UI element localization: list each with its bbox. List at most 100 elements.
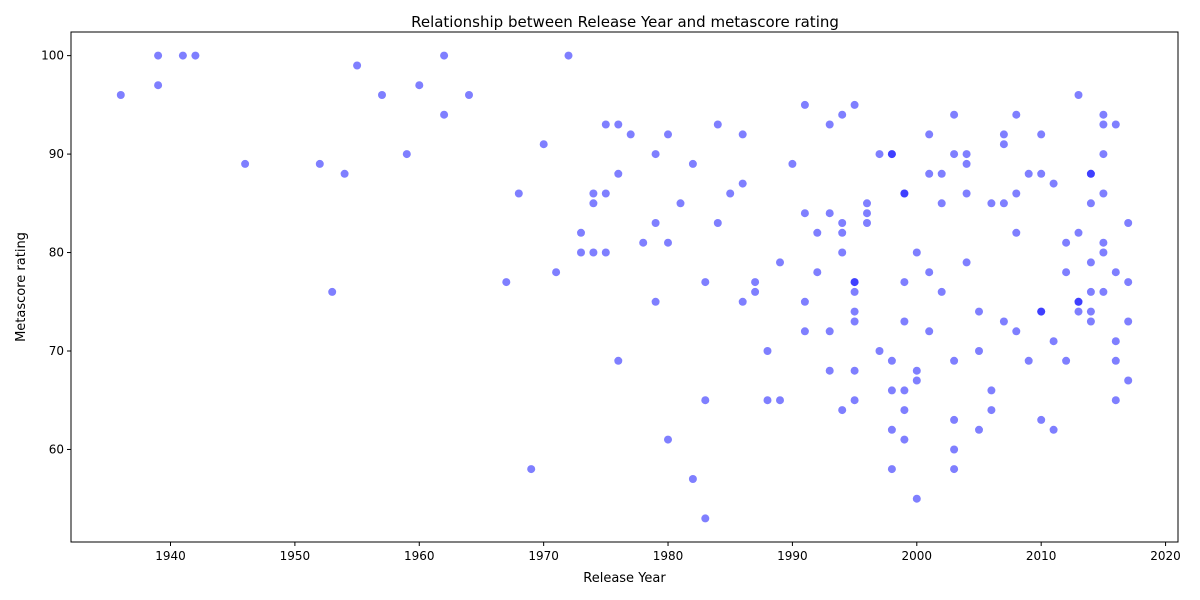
data-point <box>962 258 971 267</box>
data-point <box>1099 248 1108 257</box>
data-point <box>999 199 1008 208</box>
data-point <box>402 150 411 159</box>
data-point <box>863 199 871 208</box>
data-point <box>1074 307 1083 316</box>
data-point <box>912 376 921 385</box>
data-point <box>1049 337 1058 346</box>
data-point <box>1012 228 1021 237</box>
data-point <box>1062 268 1071 277</box>
data-point <box>415 81 424 90</box>
x-tick-label: 1970 <box>528 549 559 563</box>
data-point <box>751 278 760 287</box>
data-point <box>763 347 772 355</box>
data-point <box>440 110 449 119</box>
data-point <box>1099 189 1108 198</box>
data-point <box>601 189 610 198</box>
data-point <box>465 91 473 99</box>
data-point <box>1086 317 1095 326</box>
y-ticks: 60 70 80 90 100 <box>41 49 71 456</box>
data-point <box>900 189 909 198</box>
x-tick-label: 2010 <box>1026 549 1057 563</box>
y-tick-label: 60 <box>49 442 64 456</box>
data-point <box>664 238 672 247</box>
data-point <box>825 327 834 336</box>
data-point <box>887 425 896 434</box>
data-point <box>1099 287 1108 296</box>
data-point <box>813 268 822 277</box>
x-tick-label: 2020 <box>1150 549 1181 563</box>
data-point <box>1086 169 1095 178</box>
data-point <box>850 307 859 316</box>
data-point <box>514 189 523 198</box>
data-point <box>912 366 921 375</box>
data-point <box>800 297 809 306</box>
data-point <box>688 159 697 168</box>
data-point <box>863 219 871 227</box>
x-tick-label: 1950 <box>280 549 311 563</box>
data-point <box>825 366 834 375</box>
x-ticks: 1940 1950 1960 1970 1980 1990 2000 2010 2020 <box>155 542 1181 563</box>
data-point <box>178 51 187 60</box>
data-point <box>539 140 548 149</box>
data-point <box>315 159 324 168</box>
data-point <box>925 130 934 139</box>
y-tick-label: 80 <box>49 246 64 260</box>
data-point <box>875 150 884 159</box>
data-point <box>614 169 623 178</box>
data-point <box>1037 130 1046 139</box>
data-point <box>962 150 971 159</box>
data-point <box>1049 179 1058 188</box>
data-point <box>825 120 834 129</box>
data-point <box>1111 396 1120 405</box>
data-point <box>1111 337 1120 346</box>
data-point <box>651 297 660 306</box>
data-point <box>863 209 871 218</box>
data-point <box>154 51 163 60</box>
data-point <box>800 327 809 336</box>
data-point <box>614 356 623 365</box>
data-point <box>713 120 722 129</box>
data-point <box>589 199 598 208</box>
data-point <box>925 268 934 277</box>
data-point <box>975 425 983 434</box>
data-point <box>800 100 809 109</box>
data-point <box>950 445 959 454</box>
x-axis-label: Release Year <box>583 571 666 586</box>
data-point <box>738 179 747 188</box>
data-point <box>875 347 884 355</box>
data-point <box>639 238 648 247</box>
data-point <box>701 396 710 405</box>
data-point <box>738 130 747 139</box>
plot-frame <box>70 31 1179 543</box>
data-point <box>1074 228 1083 237</box>
data-point <box>1099 150 1108 159</box>
y-tick-label: 100 <box>41 49 64 63</box>
data-point <box>850 396 859 405</box>
data-point <box>763 396 772 405</box>
data-point <box>975 307 983 316</box>
data-point <box>900 278 909 287</box>
data-point <box>887 465 896 474</box>
data-point <box>776 396 784 405</box>
data-point <box>601 248 610 257</box>
data-point <box>950 150 959 159</box>
data-point <box>564 51 573 60</box>
data-point <box>552 268 561 277</box>
data-point <box>328 287 337 296</box>
data-point <box>502 278 511 287</box>
data-point <box>1124 278 1133 287</box>
data-point <box>950 110 959 119</box>
y-tick-label: 90 <box>49 147 64 161</box>
data-point <box>887 356 896 365</box>
data-point <box>664 130 672 139</box>
data-point <box>1099 110 1108 119</box>
data-point <box>987 199 996 208</box>
data-point <box>900 386 909 395</box>
data-point <box>825 209 834 218</box>
data-point <box>999 317 1008 326</box>
data-point <box>1024 169 1033 178</box>
data-point <box>340 169 349 178</box>
points-layer <box>116 51 1133 523</box>
data-point <box>925 169 934 178</box>
